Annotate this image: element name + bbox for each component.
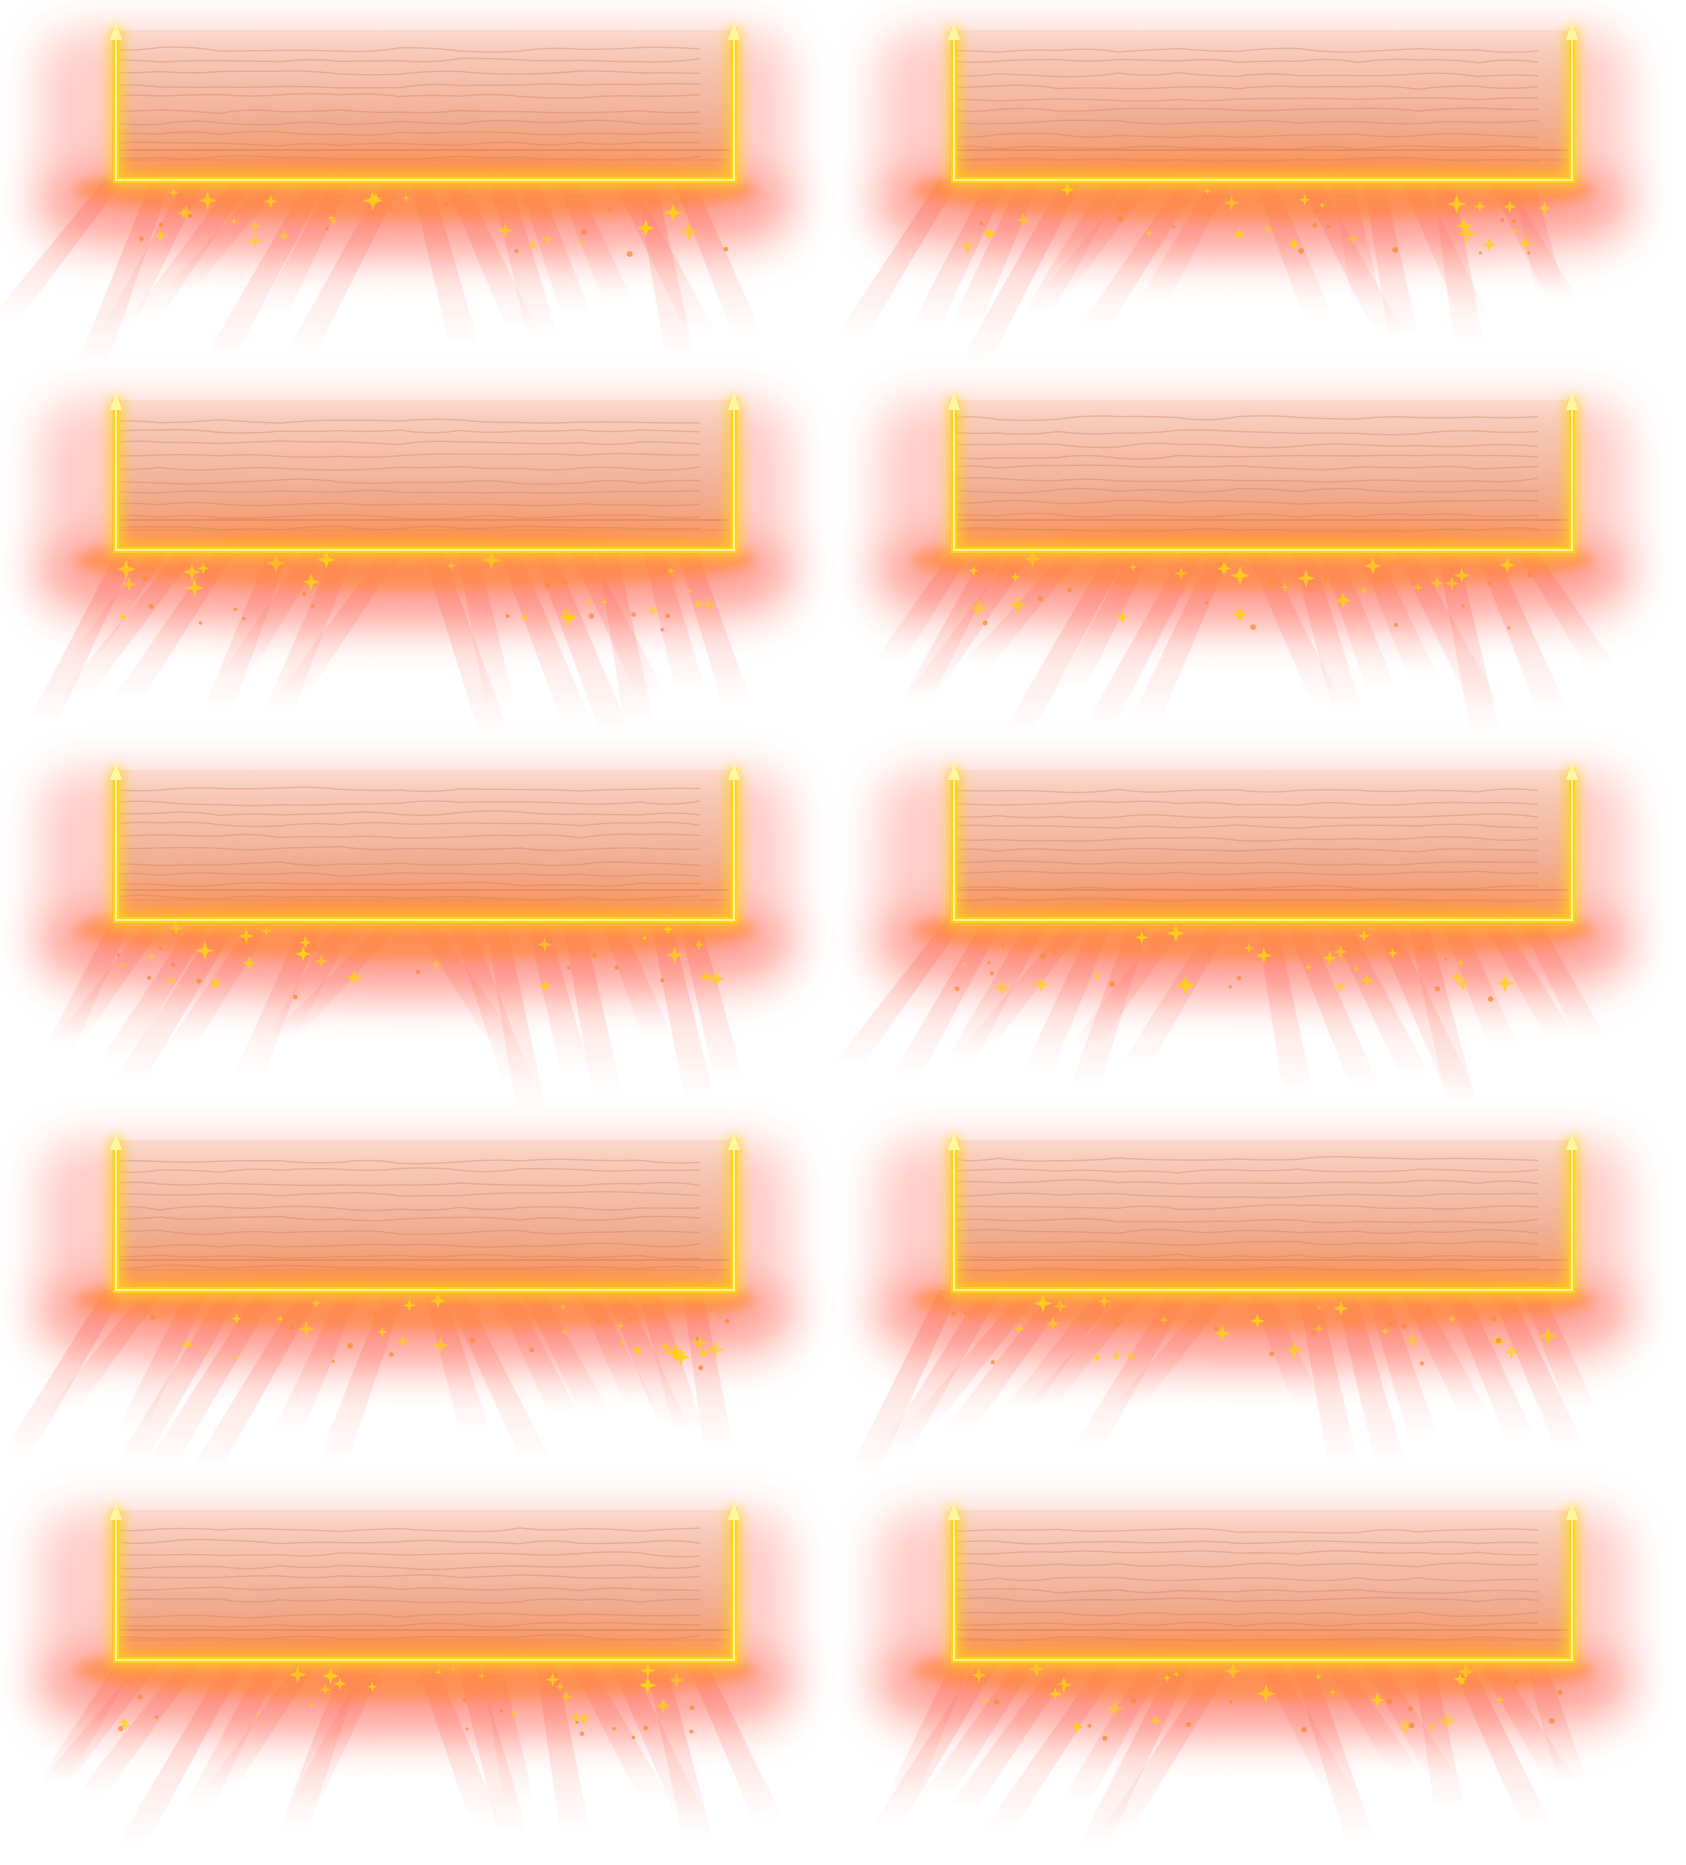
glow-panel-frame-9 (0, 1480, 830, 1847)
glow-panel-frame-4 (838, 370, 1668, 736)
glow-panel-frame-5 (0, 740, 830, 1109)
glow-panel-frame-2 (835, 0, 1668, 365)
glow-panel-frame-10 (838, 1480, 1668, 1848)
glow-panel-frame-1 (0, 0, 830, 367)
glow-panel-frame-8 (838, 1110, 1668, 1472)
glow-panel-frame-7 (0, 1110, 830, 1473)
glow-panel-frame-6 (831, 740, 1668, 1104)
glow-panel-frame-3 (0, 370, 830, 737)
